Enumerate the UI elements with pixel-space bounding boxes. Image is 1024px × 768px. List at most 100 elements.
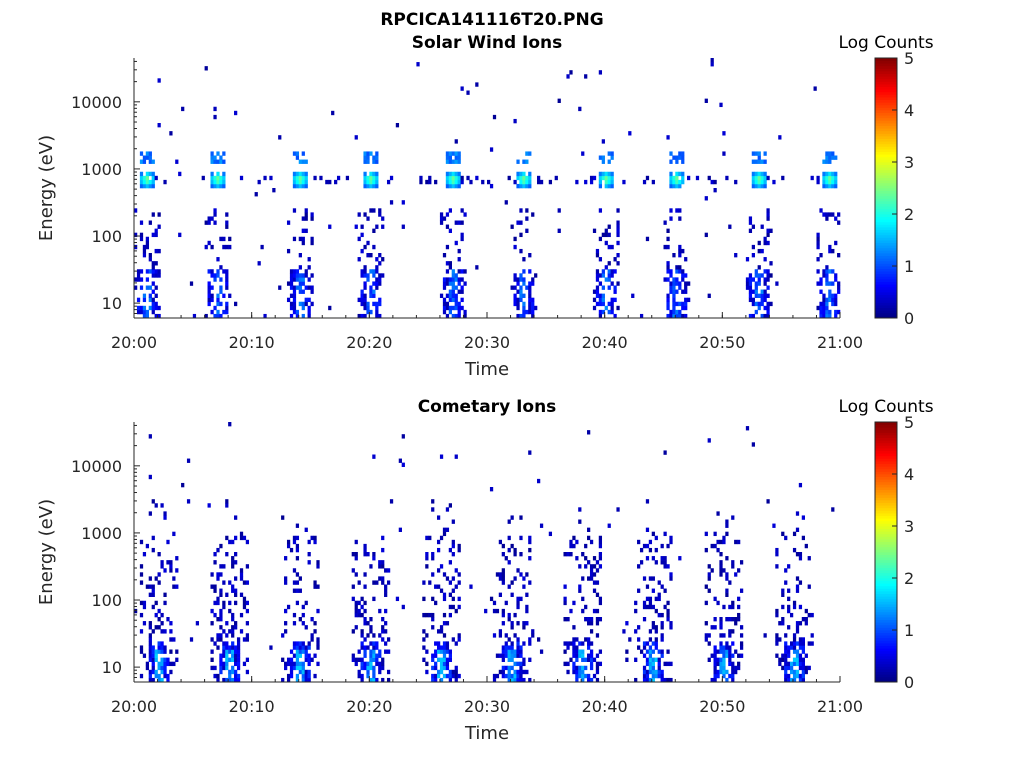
spectrogram-cell [239, 568, 244, 573]
spectrogram-cell [360, 657, 364, 662]
spectrogram-cell [210, 657, 214, 662]
colorbar-tick-label: 1 [904, 621, 914, 640]
spectrogram-cell [507, 584, 511, 589]
colorbar-segment [875, 84, 897, 87]
spectrogram-cell [781, 617, 785, 622]
colorbar-segment [875, 474, 897, 477]
colorbar-segment [875, 206, 897, 210]
spectrogram-cell [710, 568, 714, 573]
spectrogram-cell [451, 293, 455, 298]
spectrogram-cell [581, 576, 585, 581]
spectrogram-cell [210, 175, 214, 181]
spectrogram-cell [789, 645, 794, 650]
spectrogram-cell [781, 665, 785, 671]
spectrogram-cell [436, 657, 441, 662]
colorbar-segment [875, 533, 897, 537]
spectrogram-cell [595, 580, 600, 585]
spectrogram-cell [763, 257, 767, 262]
spectrogram-cell [822, 212, 826, 217]
spectrogram-cell [148, 220, 152, 225]
spectrogram-cell [613, 289, 617, 294]
spectrogram-cell [228, 600, 232, 606]
spectrogram-cell [598, 171, 603, 177]
spectrogram-cell [516, 175, 520, 181]
spectrogram-cell [148, 645, 152, 650]
spectrogram-cell [519, 535, 523, 541]
spectrogram-cell [651, 179, 655, 185]
spectrogram-cell [442, 612, 447, 618]
spectrogram-cell [510, 625, 514, 630]
spectrogram-cell [525, 592, 529, 597]
spectrogram-cell [522, 159, 526, 164]
spectrogram-cell [151, 592, 155, 597]
spectrogram-cell [369, 179, 373, 185]
spectrogram-cell [139, 612, 144, 618]
spectrogram-cell [595, 592, 600, 597]
spectrogram-cell [345, 175, 350, 181]
spectrogram-cell [301, 228, 305, 233]
spectrogram-cell [598, 257, 603, 262]
spectrogram-cell [169, 629, 173, 634]
spectrogram-cell [454, 584, 458, 589]
spectrogram-cell [445, 277, 450, 282]
spectrogram-cell [451, 604, 455, 610]
spectrogram-cell [789, 612, 794, 618]
spectrogram-cell [525, 216, 529, 221]
spectrogram-cell [363, 285, 367, 290]
y-axis-label: Energy (eV) [36, 499, 57, 605]
spectrogram-cell [386, 649, 391, 654]
colorbar-segment [875, 585, 897, 589]
spectrogram-cell [460, 289, 464, 294]
colorbar-segment [875, 143, 897, 147]
spectrogram-cell [154, 293, 158, 298]
spectrogram-cell [245, 621, 250, 626]
colorbar-segment [875, 645, 897, 649]
spectrogram-cell [766, 313, 770, 319]
spectrogram-cell [154, 232, 158, 238]
spectrogram-cell [231, 669, 235, 675]
spectrogram-cell [778, 661, 782, 667]
spectrogram-cell [534, 273, 538, 278]
spectrogram-cell [663, 661, 667, 667]
spectrogram-cell [363, 297, 367, 303]
colorbar-segment [875, 539, 897, 542]
spectrogram-cell [607, 301, 611, 307]
spectrogram-cell [834, 240, 838, 246]
spectrogram-cell [245, 637, 250, 642]
spectrogram-cell [687, 297, 691, 303]
spectrogram-cell [678, 253, 682, 258]
spectrogram-cell [610, 309, 614, 315]
spectrogram-cell [304, 649, 308, 654]
spectrogram-cell [210, 183, 214, 189]
spectrogram-cell [148, 474, 152, 480]
spectrogram-cell [804, 653, 808, 658]
spectrogram-cell [678, 285, 682, 290]
spectrogram-cell [363, 552, 367, 557]
spectrogram-cell [354, 625, 358, 630]
spectrogram-cell [363, 621, 367, 626]
spectrogram-cell [442, 633, 447, 638]
spectrogram-cell [660, 560, 664, 565]
spectrogram-cell [372, 454, 376, 459]
spectrogram-cell [645, 543, 650, 549]
spectrogram-cell [307, 297, 311, 303]
spectrogram-cell [236, 637, 241, 642]
colorbar-segment [875, 292, 897, 295]
spectrogram-cell [145, 269, 150, 274]
spectrogram-cell [781, 592, 785, 597]
spectrogram-cell [301, 621, 305, 626]
spectrogram-cell [307, 285, 311, 290]
spectrogram-cell [189, 637, 194, 642]
spectrogram-cell [219, 572, 223, 577]
spectrogram-cell [228, 669, 232, 675]
spectrogram-cell [442, 301, 447, 307]
spectrogram-cell [728, 604, 732, 610]
spectrogram-cell [651, 625, 655, 630]
spectrogram-cell [604, 277, 608, 282]
spectrogram-cell [675, 155, 679, 160]
spectrogram-cell [351, 653, 355, 658]
spectrogram-cell [684, 297, 688, 303]
spectrogram-cell [684, 281, 688, 286]
spectrogram-cell [651, 576, 655, 581]
spectrogram-cell [213, 584, 217, 589]
